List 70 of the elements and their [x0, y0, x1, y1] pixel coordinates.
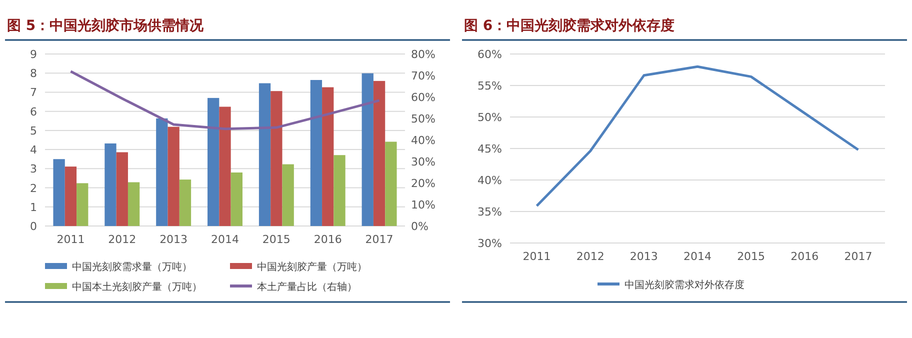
bar: [64, 166, 77, 226]
y2-tick-label: 10%: [411, 198, 436, 212]
bar: [128, 182, 140, 226]
bar: [208, 98, 220, 226]
y-tick-label: 1: [30, 200, 37, 214]
bar: [270, 91, 282, 226]
y-tick-label: 45%: [478, 142, 502, 156]
y2-tick-label: 70%: [411, 70, 436, 82]
y2-tick-label: 60%: [411, 91, 436, 104]
legend-label: 中国光刻胶需求对外依存度: [624, 279, 744, 291]
y-tick-label: 8: [30, 67, 37, 80]
legend-label: 中国本土光刻胶产量（万吨）: [72, 281, 202, 293]
x-tick-label: 2016: [790, 250, 819, 263]
bar: [282, 164, 294, 226]
bar: [116, 152, 128, 226]
x-tick-label: 2013: [160, 233, 188, 246]
bar: [258, 83, 271, 226]
y-tick-label: 35%: [478, 206, 502, 218]
bar: [53, 159, 65, 226]
y2-tick-label: 0%: [411, 220, 428, 233]
x-tick-label: 2011: [522, 250, 551, 263]
y-tick-label: 55%: [478, 80, 502, 92]
legend-label: 中国光刻胶产量（万吨）: [257, 261, 367, 273]
y-tick-label: 3: [30, 162, 37, 176]
x-tick-label: 2016: [314, 233, 342, 246]
y2-tick-label: 30%: [411, 156, 436, 168]
y-tick-label: 30%: [478, 237, 502, 250]
y-tick-label: 9: [30, 48, 37, 61]
bar: [310, 80, 322, 226]
y-tick-label: 5: [30, 124, 37, 138]
bar: [156, 118, 168, 226]
x-tick-label: 2012: [108, 233, 136, 246]
bar: [373, 80, 386, 226]
legend-label: 本土产量占比（右轴）: [257, 281, 357, 293]
y-tick-label: 7: [30, 86, 37, 100]
x-tick-label: 2011: [56, 233, 85, 246]
x-tick-label: 2014: [211, 233, 239, 246]
y2-tick-label: 50%: [411, 112, 436, 126]
x-tick-label: 2017: [844, 250, 872, 263]
y2-tick-label: 20%: [411, 177, 436, 190]
x-tick-label: 2015: [737, 250, 766, 263]
x-tick-label: 2015: [262, 233, 290, 246]
y-tick-label: 2: [30, 182, 37, 195]
x-tick-label: 2014: [684, 250, 712, 263]
y-tick-label: 0: [30, 220, 37, 233]
y-tick-label: 60%: [478, 48, 502, 61]
bar: [334, 155, 346, 226]
bar: [230, 172, 242, 226]
bar: [219, 106, 231, 226]
line-series: [536, 65, 860, 208]
y-tick-label: 50%: [478, 111, 502, 124]
chart-title: 图 5：中国光刻胶市场供需情况: [7, 17, 205, 34]
bar: [168, 126, 180, 226]
bar: [76, 183, 88, 226]
y2-tick-label: 80%: [411, 48, 436, 61]
y-tick-label: 4: [30, 144, 37, 157]
y-tick-label: 40%: [478, 174, 502, 187]
bar: [179, 180, 192, 226]
chart-title: 图 6：中国光刻胶需求对外依存度: [464, 17, 675, 34]
legend-label: 中国光刻胶需求量（万吨）: [72, 261, 192, 273]
x-tick-label: 2013: [630, 250, 658, 263]
bar: [362, 73, 374, 226]
bar: [104, 143, 116, 226]
line-series: [69, 70, 381, 130]
bar: [385, 142, 397, 226]
x-tick-label: 2012: [576, 250, 604, 263]
x-tick-label: 2017: [365, 233, 394, 246]
bar: [322, 87, 334, 226]
y2-tick-label: 40%: [411, 134, 436, 147]
y-tick-label: 6: [30, 105, 37, 118]
